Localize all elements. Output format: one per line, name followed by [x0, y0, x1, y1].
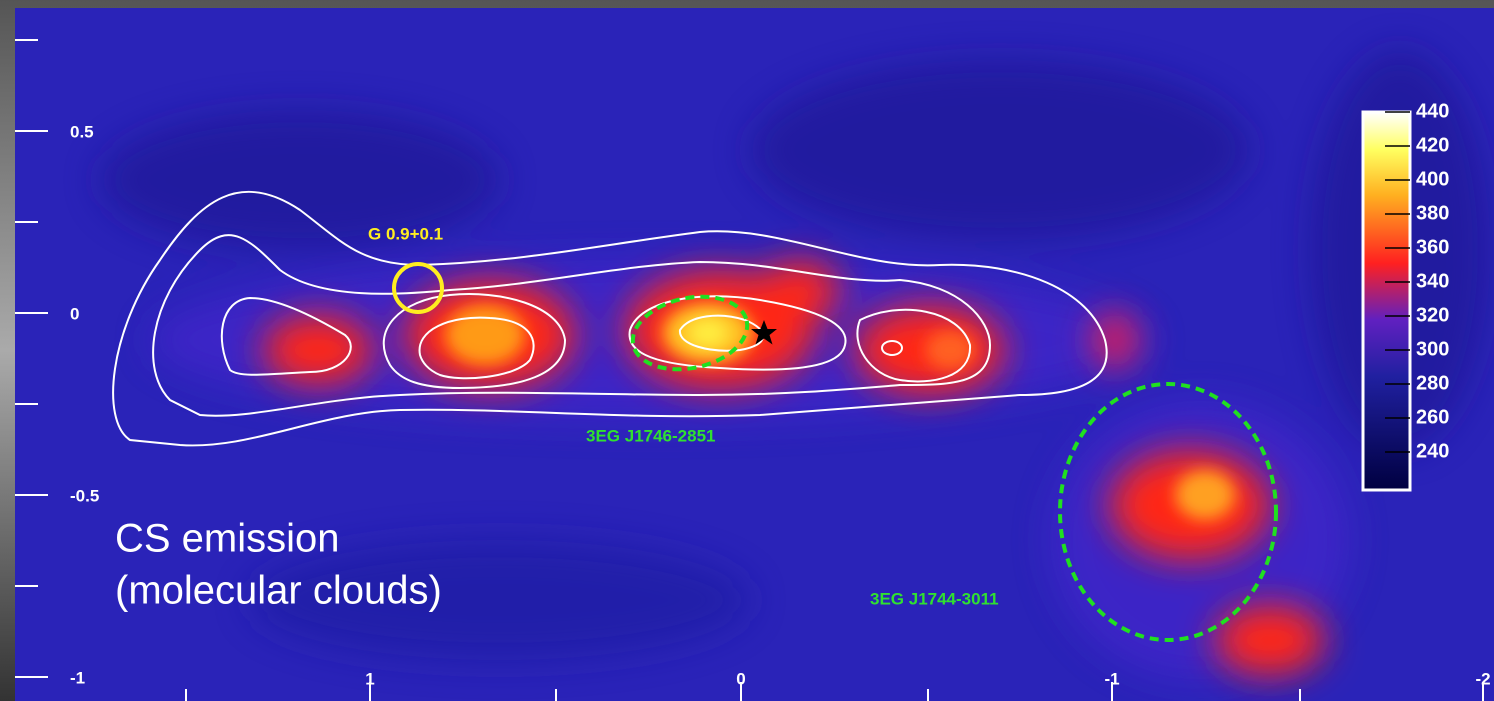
x-tick-label: 1	[365, 669, 374, 688]
source-label: 3EG J1746-2851	[586, 426, 716, 445]
colorbar-label: 240	[1416, 440, 1449, 462]
source-label: 3EG J1744-3011	[870, 589, 999, 608]
caption: CS emission	[115, 517, 340, 561]
snr-label: G 0.9+0.1	[368, 224, 443, 243]
y-tick-label: -1	[70, 668, 85, 687]
x-tick-label: -1	[1104, 669, 1119, 688]
y-tick-label: 0	[70, 304, 79, 323]
x-tick-label: -2	[1475, 669, 1490, 688]
colorbar-label: 320	[1416, 304, 1449, 326]
colorbar-label: 400	[1416, 168, 1449, 190]
colorbar-label: 260	[1416, 406, 1449, 428]
colorbar-label: 380	[1416, 202, 1449, 224]
y-tick-label: -0.5	[70, 486, 99, 505]
colorbar	[1363, 112, 1410, 490]
caption: (molecular clouds)	[115, 569, 442, 613]
y-tick-label: 0.5	[70, 122, 94, 141]
sky-map: G 0.9+0.1 3EG J1746-2851 3EG J1744-3011 …	[0, 0, 1494, 701]
colorbar-label: 420	[1416, 134, 1449, 156]
colorbar-label: 440	[1416, 100, 1449, 122]
colorbar-label: 340	[1416, 270, 1449, 292]
page: G 0.9+0.1 3EG J1746-2851 3EG J1744-3011 …	[0, 0, 1494, 701]
colorbar-label: 300	[1416, 338, 1449, 360]
x-tick-label: 0	[736, 669, 745, 688]
colorbar-label: 360	[1416, 236, 1449, 258]
colorbar-label: 280	[1416, 372, 1449, 394]
